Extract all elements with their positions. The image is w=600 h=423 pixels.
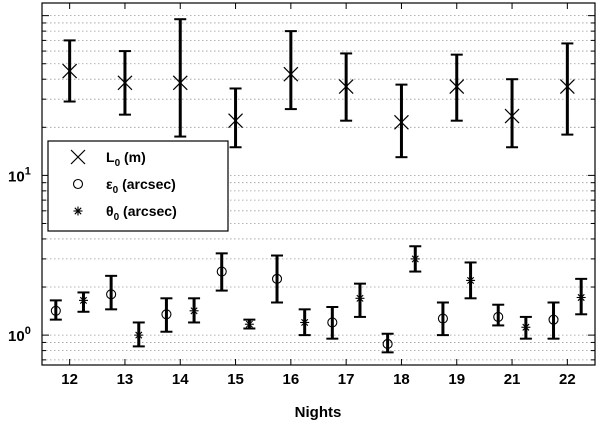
marker-stroke (356, 294, 364, 302)
legend-marker (73, 206, 83, 216)
marker-stroke (283, 66, 299, 82)
data-point (437, 313, 448, 324)
marker-stroke (411, 255, 419, 263)
legend-entry: ε0 (arcsec) (106, 176, 176, 196)
marker-stroke (559, 79, 575, 94)
x-tick-label: 16 (283, 371, 300, 388)
legend-entry: L0 (m) (106, 149, 146, 169)
marker-stroke (467, 276, 475, 284)
series-2 (49, 252, 560, 354)
data-point (355, 293, 365, 303)
data-point (62, 63, 78, 79)
legend-marker (70, 149, 86, 165)
marker-stroke (117, 75, 133, 91)
x-tick-label: 14 (172, 371, 189, 388)
marker-stroke (135, 331, 143, 339)
x-tick-label: 13 (117, 371, 134, 388)
marker-stroke (74, 207, 82, 215)
marker-stroke (228, 113, 243, 129)
data-point (161, 309, 172, 320)
marker-stroke (172, 75, 188, 91)
data-point (493, 311, 504, 322)
x-tick-label: 21 (504, 371, 521, 388)
marker-stroke (338, 79, 354, 94)
x-axis-label: Nights (295, 404, 342, 421)
data-point (338, 79, 354, 94)
marker-stroke (504, 108, 520, 124)
x-tick-label: 19 (448, 371, 465, 388)
x-tick-label: 18 (393, 371, 410, 388)
data-point (244, 319, 254, 329)
marker-stroke (62, 63, 78, 79)
data-point (134, 330, 144, 340)
marker-stroke (522, 323, 530, 331)
data-point (394, 114, 409, 130)
data-point (216, 266, 227, 277)
data-point (78, 295, 88, 305)
legend: L0 (m) ε0 (arcsec) θ0 (arcsec) (47, 140, 229, 232)
data-point (172, 75, 188, 91)
series-3 (77, 245, 588, 348)
legend-marker (72, 178, 84, 190)
y-tick-label: 100 (8, 325, 31, 345)
legend-entry: θ0 (arcsec) (106, 203, 177, 223)
marker-stroke (70, 149, 86, 165)
marker-stroke (79, 296, 88, 304)
data-point (271, 273, 283, 284)
data-point (576, 292, 586, 302)
marker-stroke (449, 79, 465, 94)
marker-stroke (245, 320, 253, 328)
marker-stroke (577, 293, 585, 302)
data-point (189, 306, 199, 316)
series-1 (62, 18, 575, 159)
data-point (466, 275, 476, 285)
plot-frame (41, 2, 596, 366)
x-tick-label: 15 (227, 371, 244, 388)
data-point (382, 338, 393, 350)
marker-stroke (301, 318, 309, 327)
x-tick-label: 22 (559, 371, 576, 388)
data-point (449, 79, 465, 94)
data-layer (49, 18, 588, 354)
data-point (106, 289, 117, 300)
x-tick-label: 12 (61, 371, 78, 388)
data-point (283, 66, 299, 82)
y-tick-label: 101 (8, 165, 31, 185)
data-point (548, 314, 559, 325)
data-point (327, 317, 338, 328)
data-point (50, 305, 61, 316)
data-point (117, 75, 133, 91)
marker-stroke (394, 114, 409, 130)
data-point (504, 108, 520, 124)
data-point (559, 79, 575, 94)
data-point (228, 113, 243, 129)
legend-box (47, 140, 229, 232)
x-tick-label: 17 (338, 371, 355, 388)
axis-ticks: 100 101 12 13 14 15 16 17 18 19 21 22 (8, 3, 595, 388)
data-point (410, 254, 420, 264)
data-point (521, 322, 531, 332)
marker-stroke (190, 307, 198, 315)
data-point (300, 317, 310, 327)
